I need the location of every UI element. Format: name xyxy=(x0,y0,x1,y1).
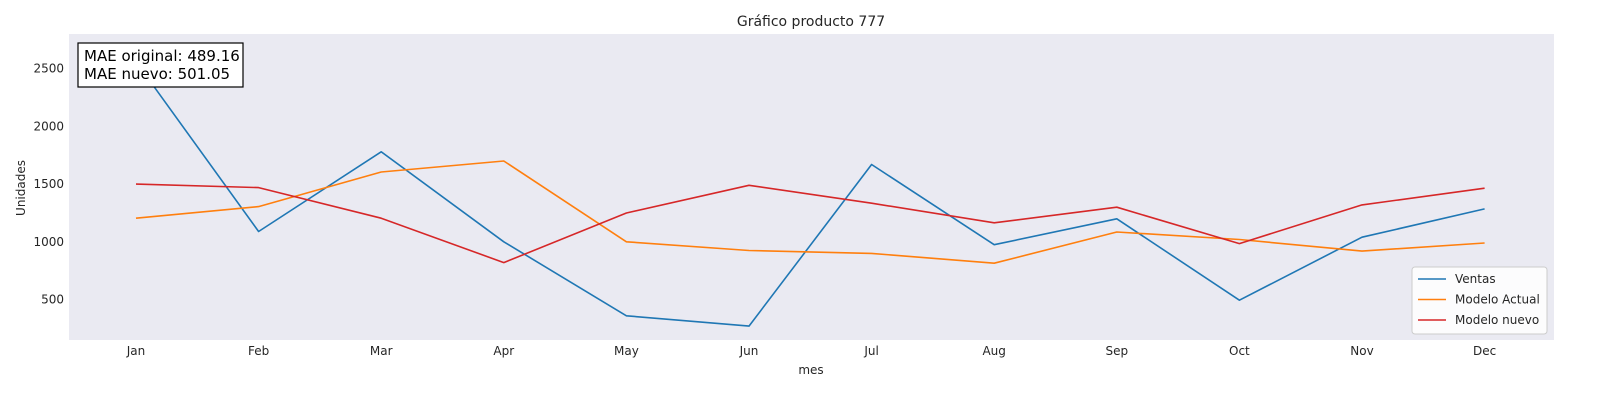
x-tick-label: Sep xyxy=(1105,344,1128,358)
x-tick-label: May xyxy=(614,344,639,358)
x-tick-label: Aug xyxy=(982,344,1005,358)
x-axis-label: mes xyxy=(798,363,823,377)
mae-annotation: MAE original: 489.16 MAE nuevo: 501.05 xyxy=(77,42,244,88)
x-tick-label: Nov xyxy=(1350,344,1373,358)
annotation-line-mae-nuevo: MAE nuevo: 501.05 xyxy=(84,65,230,83)
y-tick-label: 1500 xyxy=(33,177,64,191)
x-tick-label: Apr xyxy=(493,344,514,358)
x-tick-label: Dec xyxy=(1473,344,1496,358)
y-tick-label: 1000 xyxy=(33,235,64,249)
series-lines xyxy=(135,61,1485,327)
x-tick-label: Jan xyxy=(126,344,146,358)
x-tick-label: Jun xyxy=(739,344,759,358)
x-tick-label: Feb xyxy=(248,344,269,358)
x-axis: Jan Feb Mar Apr May Jun Jul Aug Sep Oct Nov Dec xyxy=(126,344,1496,358)
y-axis-label: Unidades xyxy=(14,160,28,216)
x-tick-label: Jul xyxy=(863,344,878,358)
annotation-box xyxy=(77,42,244,88)
series-line-2 xyxy=(135,183,1485,264)
legend-entry: Modelo nuevo xyxy=(1455,313,1539,327)
legend-entry: Ventas xyxy=(1455,272,1496,286)
x-tick-label: Oct xyxy=(1229,344,1250,358)
series-line-0 xyxy=(135,61,1485,327)
plot-area xyxy=(69,34,1554,340)
legend-entry: Modelo Actual xyxy=(1455,293,1540,307)
y-tick-label: 2500 xyxy=(33,62,64,76)
y-axis: 500 1000 1500 2000 2500 xyxy=(33,62,64,307)
legend-box xyxy=(1411,266,1548,335)
legend: Ventas Modelo Actual Modelo nuevo xyxy=(1411,266,1548,335)
chart-title: Gráfico producto 777 xyxy=(737,14,885,30)
annotation-line-mae-original: MAE original: 489.16 xyxy=(84,47,240,65)
series-line-1 xyxy=(135,160,1485,265)
y-tick-label: 500 xyxy=(41,293,64,307)
y-tick-label: 2000 xyxy=(33,119,64,133)
x-tick-label: Mar xyxy=(370,344,393,358)
